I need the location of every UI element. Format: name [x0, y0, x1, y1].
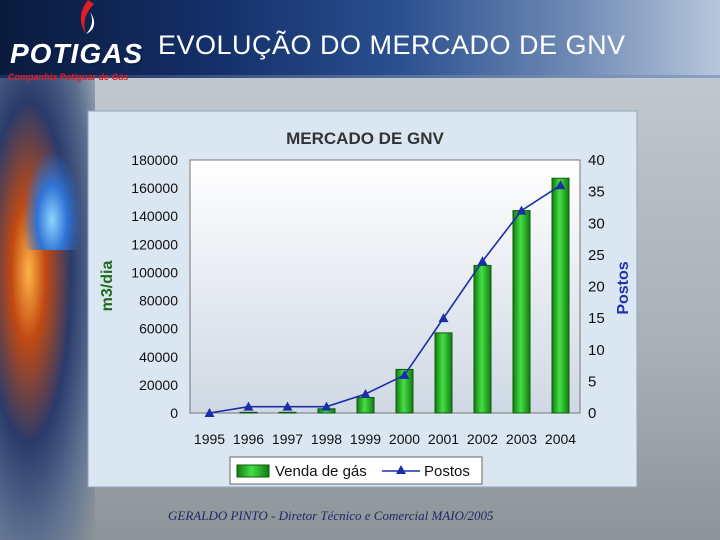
- x-tick: 1997: [272, 431, 303, 447]
- x-tick: 2002: [467, 431, 498, 447]
- y-tick-right: 5: [588, 373, 596, 390]
- line-point: [282, 401, 293, 411]
- y-tick-right: 10: [588, 342, 605, 359]
- bar-series: [239, 177, 570, 414]
- x-tick: 1998: [311, 431, 342, 447]
- y-tick-right: 0: [588, 405, 596, 422]
- x-tick: 2000: [389, 431, 420, 447]
- line-point: [555, 180, 566, 190]
- legend: Venda de gás Postos: [229, 456, 483, 485]
- legend-box: [229, 456, 483, 485]
- y-tick-left: 180000: [131, 152, 178, 168]
- line-point: [360, 389, 371, 399]
- line-point: [477, 256, 488, 266]
- x-tick: 1996: [233, 431, 264, 447]
- bar: [512, 210, 531, 414]
- y-tick-right: 25: [588, 247, 605, 264]
- line-series: [204, 180, 566, 417]
- x-tick: 2004: [545, 431, 576, 447]
- y-tick-left: 120000: [131, 236, 178, 252]
- y-tick-left: 140000: [131, 208, 178, 224]
- logo-flame-icon: [80, 0, 95, 34]
- y-tick-left: 100000: [131, 264, 178, 280]
- line-point: [243, 401, 254, 411]
- y-tick-right: 15: [588, 310, 605, 327]
- line-point: [204, 408, 215, 417]
- company-logo: POTIGAS Companhia Potiguar de Gás: [0, 0, 160, 86]
- legend-label-line: Postos: [424, 463, 470, 480]
- line-point: [399, 370, 410, 380]
- y-tick-left: 20000: [139, 377, 178, 393]
- y-axis-label-right: Postos: [615, 261, 632, 314]
- y-tick-right: 35: [588, 184, 605, 201]
- y-axis-ticks-right: 40 35 30 25 20 15 10 5 0: [588, 152, 605, 422]
- line-point: [438, 313, 449, 323]
- y-tick-left: 0: [170, 405, 178, 421]
- header-band: [0, 0, 720, 78]
- bar: [551, 177, 570, 414]
- y-tick-left: 60000: [139, 321, 178, 337]
- legend-label-bar: Venda de gás: [275, 463, 367, 480]
- chart-title: MERCADO DE GNV: [286, 129, 444, 148]
- y-tick-left: 80000: [139, 293, 178, 309]
- line-point: [321, 401, 332, 411]
- logo-wordmark: POTIGAS: [10, 38, 144, 69]
- bar: [434, 332, 453, 414]
- bar: [239, 411, 258, 414]
- postos-line: [209, 184, 561, 414]
- y-tick-left: 40000: [139, 349, 178, 365]
- x-axis-ticks: 1995 1996 1997 1998 1999 2000 2001 2002 2003 2004: [194, 431, 576, 447]
- x-tick: 2003: [506, 431, 537, 447]
- x-tick: 2001: [428, 431, 459, 447]
- y-tick-right: 20: [588, 279, 605, 296]
- bar: [473, 264, 492, 414]
- footer-text: GERALDO PINTO - Diretor Técnico e Comerc…: [168, 508, 494, 523]
- bar: [395, 368, 414, 414]
- y-tick-right: 40: [588, 152, 605, 169]
- legend-bar-swatch: [236, 464, 270, 478]
- bar: [356, 397, 375, 414]
- x-tick: 1999: [350, 431, 381, 447]
- y-tick-left: 160000: [131, 180, 178, 196]
- legend-triangle-icon: [396, 465, 406, 474]
- slide-title: EVOLUÇÃO DO MERCADO DE GNV: [158, 30, 626, 60]
- logo-tagline: Companhia Potiguar de Gás: [8, 72, 129, 82]
- flame-image: [22, 150, 82, 250]
- y-tick-right: 30: [588, 215, 605, 232]
- line-point: [516, 205, 527, 215]
- y-axis-label-left: m3/dia: [99, 261, 116, 312]
- bar: [278, 411, 297, 414]
- y-axis-ticks-left: 180000 160000 140000 120000 100000 80000 60000…: [131, 152, 178, 421]
- x-tick: 1995: [194, 431, 225, 447]
